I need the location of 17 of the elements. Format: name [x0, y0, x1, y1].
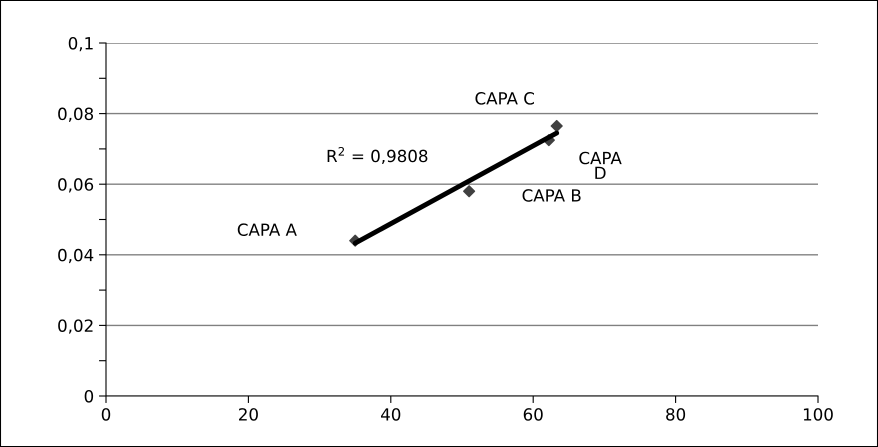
x-tick-label: 20: [239, 408, 258, 421]
x-tick-label: 40: [381, 408, 400, 421]
x-tick-label: 60: [524, 408, 543, 421]
y-tick-label: 0: [84, 390, 94, 403]
y-tick-label: 0,04: [58, 248, 94, 264]
x-tick-label: 0: [102, 408, 110, 421]
annotation: CAPA A: [238, 223, 297, 236]
annotation: R$^{2}$ = 0,9808: [328, 146, 428, 164]
y-tick-label: 0,06: [58, 178, 94, 192]
annotation: CAPA D: [579, 152, 622, 179]
annotation: CAPA C: [475, 92, 534, 105]
y-tick-label: 0,1: [68, 36, 93, 52]
y-tick-label: 0,08: [58, 108, 94, 122]
annotation: CAPA B: [522, 189, 581, 202]
x-tick-label: 80: [666, 408, 686, 421]
x-tick-label: 100: [804, 408, 833, 421]
y-tick-label: 0,02: [58, 319, 93, 334]
